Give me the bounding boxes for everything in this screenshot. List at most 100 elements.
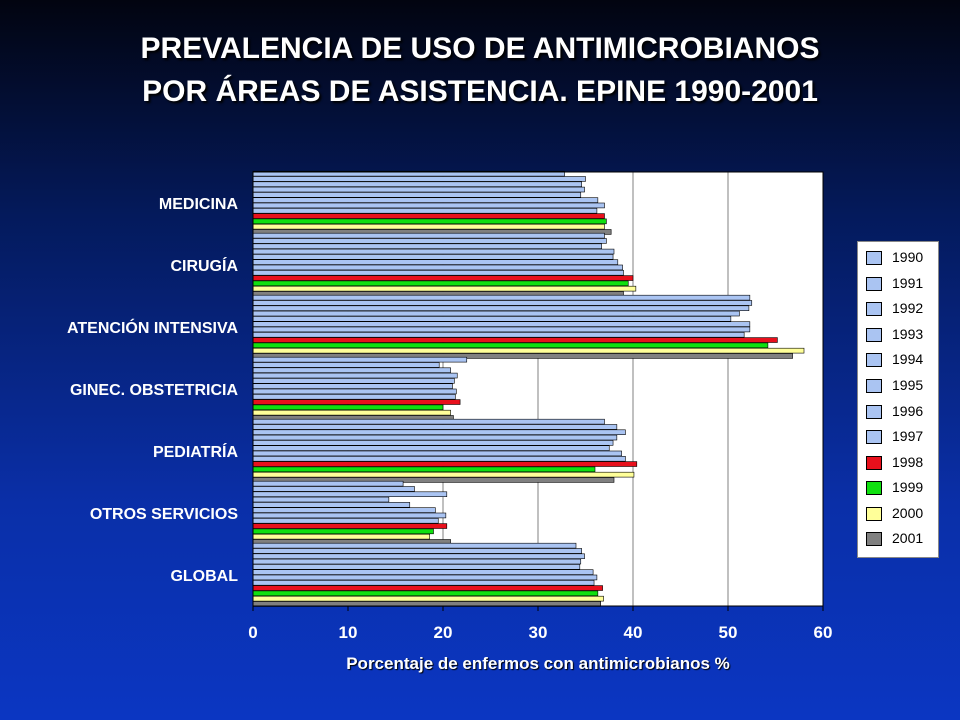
- legend-item-1992: 1992: [864, 299, 936, 319]
- legend-item-1998: 1998: [864, 453, 936, 473]
- legend-swatch-1994: [866, 353, 882, 368]
- bar-1992-5: [252, 429, 626, 435]
- legend-swatch-1997: [866, 430, 882, 445]
- category-label-3: ATENCIÓN INTENSIVA: [67, 318, 238, 337]
- legend-label-1996: 1996: [892, 402, 924, 419]
- bar-1991-3: [252, 300, 753, 306]
- legend-swatch-1998: [866, 455, 882, 470]
- chart-title-line-1: PREVALENCIA DE USO DE ANTIMICROBIANOS: [140, 32, 820, 65]
- bar-1991-4: [252, 362, 440, 368]
- bar-1990-3: [252, 294, 751, 301]
- bar-1992-3: [252, 305, 750, 311]
- bar-1990-4: [252, 356, 468, 363]
- bar-1997-2: [252, 269, 624, 276]
- x-tick-label-60: 60: [814, 623, 833, 642]
- category-label-2: CIRUGÍA: [170, 256, 238, 275]
- chart-title-line-2: POR ÁREAS DE ASISTENCIA. EPINE 1990-2001: [142, 75, 818, 108]
- bar-1996-4: [252, 388, 457, 395]
- bar-1995-1: [252, 197, 599, 203]
- bar-1996-5: [252, 450, 622, 457]
- bar-1991-7: [252, 548, 583, 554]
- bar-1996-1: [252, 202, 605, 209]
- bar-1991-6: [252, 486, 415, 492]
- legend-swatch-1999: [866, 481, 882, 496]
- bar-2000-2: [252, 285, 637, 292]
- legend-label-2000: 2000: [892, 504, 924, 521]
- bar-1990-6: [252, 480, 404, 487]
- bar-2000-6: [252, 533, 430, 540]
- bar-1994-1: [252, 192, 582, 198]
- bar-1993-3: [252, 310, 740, 317]
- bar-1999-3: [252, 342, 769, 349]
- legend-swatch-1996: [866, 404, 882, 419]
- legend-item-1994: 1994: [864, 350, 936, 370]
- bar-1997-1: [252, 208, 598, 214]
- legend-swatch-1992: [866, 302, 882, 317]
- x-tick-label-50: 50: [719, 623, 738, 642]
- bar-1993-6: [252, 496, 390, 503]
- category-label-1: MEDICINA: [159, 196, 239, 213]
- legend-item-1995: 1995: [864, 376, 936, 396]
- bar-1992-4: [252, 367, 451, 373]
- category-label-5: PEDIATRÍA: [153, 442, 238, 461]
- legend-item-1997: 1997: [864, 427, 936, 447]
- legend-label-1999: 1999: [892, 479, 924, 496]
- bar-1993-4: [252, 372, 458, 379]
- bar-1998-6: [252, 523, 448, 529]
- bar-2000-4: [252, 409, 451, 416]
- legend-swatch-1990: [866, 251, 882, 265]
- bar-1995-2: [252, 259, 619, 265]
- legend-swatch-1995: [866, 378, 882, 393]
- bar-1993-1: [252, 186, 585, 193]
- x-tick-label-40: 40: [624, 623, 643, 642]
- bar-1998-5: [252, 461, 638, 467]
- bar-1992-2: [252, 243, 602, 250]
- bar-1994-7: [252, 564, 581, 570]
- bar-1995-4: [252, 383, 453, 389]
- bar-1994-2: [252, 254, 614, 260]
- x-tick-label-10: 10: [339, 623, 358, 642]
- bar-1993-7: [252, 558, 582, 565]
- bar-1995-7: [252, 569, 594, 575]
- bar-1993-2: [252, 248, 615, 255]
- bar-1996-6: [252, 512, 447, 519]
- bar-1998-7: [252, 585, 603, 591]
- bar-1990-5: [252, 418, 605, 425]
- x-tick-label-0: 0: [248, 623, 257, 642]
- bar-1997-4: [252, 393, 456, 400]
- bar-2000-3: [252, 347, 805, 354]
- bar-1991-2: [252, 238, 607, 244]
- bar-1994-6: [252, 502, 411, 508]
- bar-1990-7: [252, 542, 577, 549]
- bar-1994-5: [252, 440, 614, 446]
- chart-legend: 1990 1991 1992 1993 1994 1995 1996 1997 1998 1999…: [857, 241, 939, 558]
- bar-1992-7: [252, 553, 585, 559]
- category-label-6: OTROS SERVICIOS: [90, 506, 239, 523]
- bar-1994-4: [252, 378, 455, 384]
- bar-1992-1: [252, 181, 583, 188]
- legend-label-2001: 2001: [892, 530, 924, 547]
- legend-label-1995: 1995: [892, 376, 924, 393]
- legend-item-1999: 1999: [864, 478, 936, 498]
- legend-item-1990: 1990: [864, 248, 936, 268]
- bar-1997-5: [252, 455, 626, 462]
- legend-item-1996: 1996: [864, 402, 936, 422]
- bar-1997-7: [252, 579, 595, 586]
- legend-label-1992: 1992: [892, 300, 924, 317]
- category-label-4: GINEC. OBSTETRICIA: [70, 382, 238, 399]
- legend-item-2000: 2000: [864, 504, 936, 524]
- bar-1993-5: [252, 434, 618, 441]
- bar-1999-4: [252, 404, 444, 411]
- bar-1995-5: [252, 445, 610, 451]
- x-tick-label-30: 30: [529, 623, 548, 642]
- legend-label-1998: 1998: [892, 453, 924, 470]
- bar-1997-3: [252, 331, 745, 338]
- bar-1999-6: [252, 528, 434, 535]
- category-label-7: GLOBAL: [170, 568, 238, 585]
- bar-2000-7: [252, 595, 604, 602]
- bar-1995-6: [252, 507, 436, 513]
- bar-1996-7: [252, 574, 598, 581]
- bar-1998-1: [252, 213, 605, 219]
- bar-1998-2: [252, 275, 634, 281]
